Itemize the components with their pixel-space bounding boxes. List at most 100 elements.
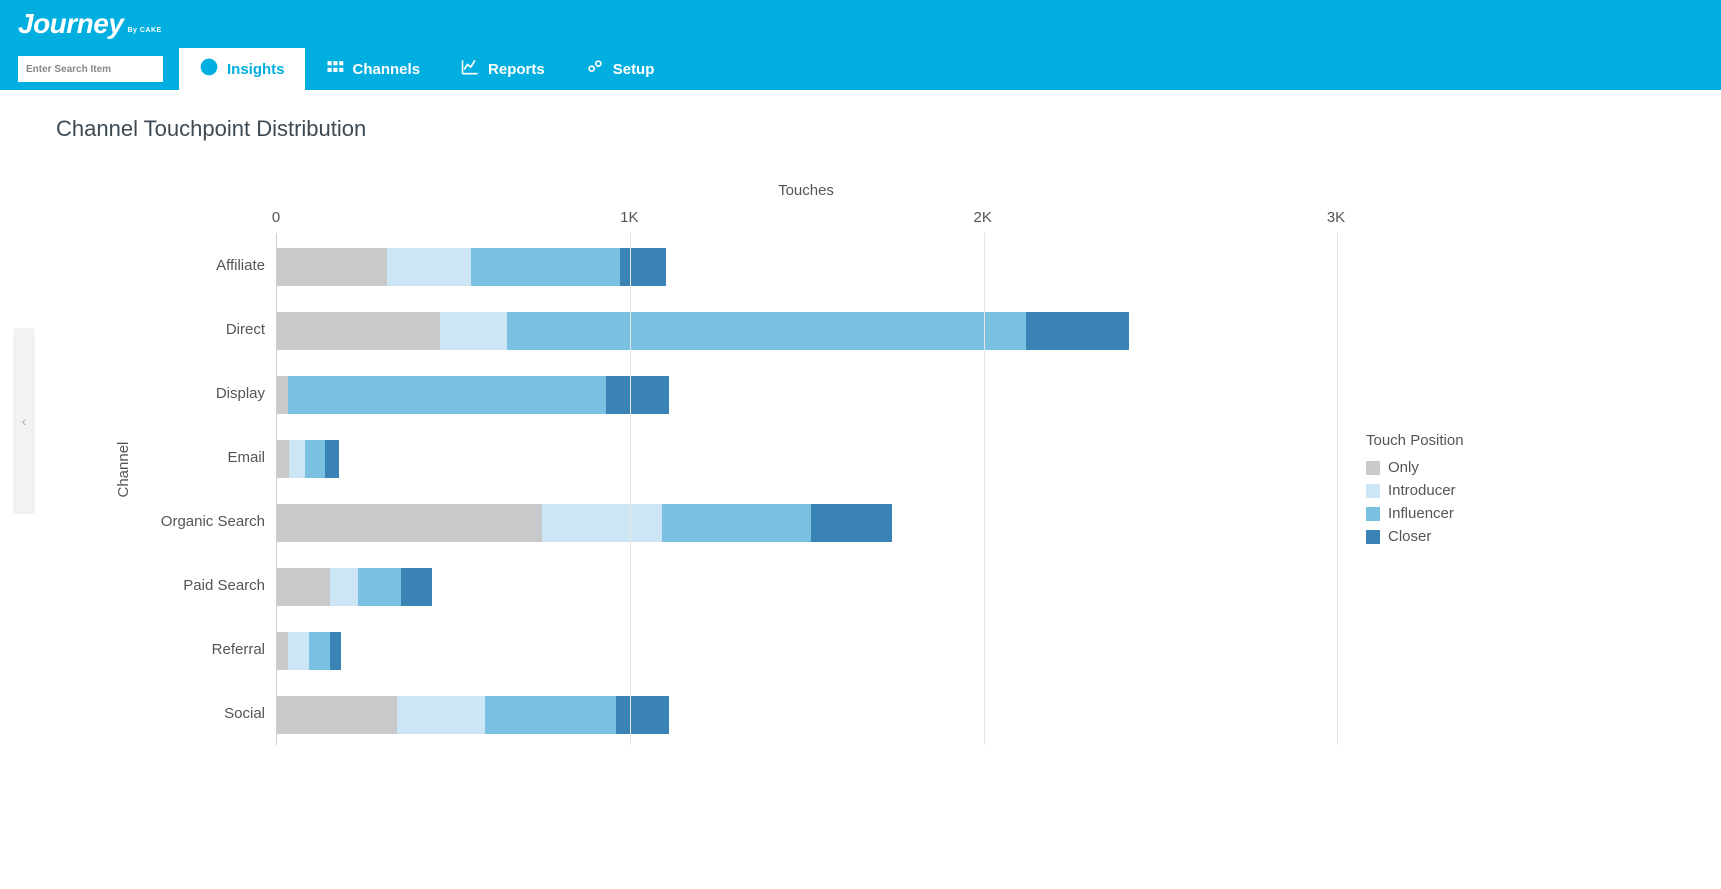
legend-swatch <box>1366 507 1380 521</box>
y-axis-title: Channel <box>115 442 132 498</box>
chart-row: Organic Search <box>277 489 1336 553</box>
y-tick-label: Referral <box>212 641 265 658</box>
stacked-bar <box>277 248 666 286</box>
bar-segment-closer[interactable] <box>1026 312 1128 350</box>
legend-title: Touch Position <box>1366 432 1464 449</box>
gridline <box>630 233 631 745</box>
bar-segment-only[interactable] <box>277 440 289 478</box>
bar-segment-introducer[interactable] <box>288 632 309 670</box>
bar-segment-influencer[interactable] <box>662 504 810 542</box>
globe-icon <box>199 57 219 81</box>
chart-row: Direct <box>277 297 1336 361</box>
y-tick-label: Direct <box>226 321 265 338</box>
tab-label: Channels <box>353 61 421 78</box>
nav-bar: Insights Channels Reports <box>0 48 1721 90</box>
sidebar-collapse-handle[interactable]: ‹ <box>13 328 35 514</box>
tab-label: Setup <box>613 61 655 78</box>
gears-icon <box>585 57 605 81</box>
bar-segment-only[interactable] <box>277 504 542 542</box>
bar-segment-only[interactable] <box>277 568 330 606</box>
chart-container: Touches 01K2K3K Channel AffiliateDirectD… <box>56 182 1681 745</box>
stacked-bar <box>277 632 341 670</box>
y-tick-label: Affiliate <box>216 257 265 274</box>
grid-icon <box>325 57 345 81</box>
stacked-bar <box>277 696 669 734</box>
x-tick-label: 0 <box>272 209 280 226</box>
bar-segment-only[interactable] <box>277 696 397 734</box>
bar-segment-only[interactable] <box>277 248 387 286</box>
bar-segment-closer[interactable] <box>616 696 669 734</box>
chart-row: Referral <box>277 617 1336 681</box>
stacked-bar <box>277 312 1129 350</box>
bar-segment-only[interactable] <box>277 312 440 350</box>
bar-segment-closer[interactable] <box>620 248 666 286</box>
legend-label: Closer <box>1388 528 1431 545</box>
bar-segment-closer[interactable] <box>811 504 892 542</box>
bar-segment-influencer[interactable] <box>485 696 616 734</box>
x-tick-label: 3K <box>1327 209 1345 226</box>
chart-row: Email <box>277 425 1336 489</box>
legend-swatch <box>1366 461 1380 475</box>
bar-segment-introducer[interactable] <box>542 504 662 542</box>
bar-segment-introducer[interactable] <box>289 440 305 478</box>
nav-tabs: Insights Channels Reports <box>179 48 674 90</box>
bar-segment-influencer[interactable] <box>288 376 606 414</box>
x-axis-ticks: 01K2K3K <box>276 209 1336 233</box>
gridline <box>1337 233 1338 745</box>
bar-segment-closer[interactable] <box>330 632 341 670</box>
bar-segment-influencer[interactable] <box>305 440 324 478</box>
bar-segment-introducer[interactable] <box>330 568 358 606</box>
x-tick-label: 2K <box>973 209 991 226</box>
gridline <box>984 233 985 745</box>
chart-rows: AffiliateDirectDisplayEmailOrganic Searc… <box>277 233 1336 745</box>
legend-item-introducer[interactable]: Introducer <box>1366 482 1464 499</box>
legend-swatch <box>1366 484 1380 498</box>
page-title: Channel Touchpoint Distribution <box>56 116 1681 142</box>
legend-label: Only <box>1388 459 1419 476</box>
x-tick-label: 1K <box>620 209 638 226</box>
y-tick-label: Display <box>216 385 265 402</box>
bar-segment-influencer[interactable] <box>507 312 1026 350</box>
chart-row: Paid Search <box>277 553 1336 617</box>
chart-plot: Channel AffiliateDirectDisplayEmailOrgan… <box>276 233 1336 745</box>
legend-label: Influencer <box>1388 505 1454 522</box>
legend: Touch Position Only Introducer Influencer C… <box>1366 432 1464 551</box>
chart-row: Affiliate <box>277 233 1336 297</box>
bar-segment-only[interactable] <box>277 632 288 670</box>
tab-reports[interactable]: Reports <box>440 48 565 90</box>
search-input[interactable] <box>18 56 163 82</box>
bar-segment-introducer[interactable] <box>440 312 507 350</box>
bar-segment-closer[interactable] <box>401 568 433 606</box>
bar-segment-introducer[interactable] <box>387 248 472 286</box>
tab-label: Reports <box>488 61 545 78</box>
logo-main: Journey <box>18 8 123 40</box>
bar-segment-only[interactable] <box>277 376 288 414</box>
bar-segment-closer[interactable] <box>325 440 339 478</box>
bar-segment-influencer[interactable] <box>358 568 400 606</box>
chart-area: Touches 01K2K3K Channel AffiliateDirectD… <box>56 182 1336 745</box>
stacked-bar <box>277 504 892 542</box>
legend-item-influencer[interactable]: Influencer <box>1366 505 1464 522</box>
tab-setup[interactable]: Setup <box>565 48 675 90</box>
logo: Journey By CAKE <box>18 8 162 40</box>
logo-sub: By CAKE <box>127 27 161 34</box>
top-bar: Journey By CAKE <box>0 0 1721 48</box>
bar-segment-closer[interactable] <box>606 376 670 414</box>
content: ‹ Channel Touchpoint Distribution Touche… <box>0 90 1721 785</box>
stacked-bar <box>277 440 339 478</box>
legend-label: Introducer <box>1388 482 1456 499</box>
legend-item-closer[interactable]: Closer <box>1366 528 1464 545</box>
chart-row: Display <box>277 361 1336 425</box>
bar-segment-influencer[interactable] <box>471 248 619 286</box>
y-tick-label: Organic Search <box>161 513 265 530</box>
bar-segment-introducer[interactable] <box>397 696 485 734</box>
tab-channels[interactable]: Channels <box>305 48 441 90</box>
stacked-bar <box>277 376 669 414</box>
legend-item-only[interactable]: Only <box>1366 459 1464 476</box>
y-tick-label: Email <box>227 449 265 466</box>
line-chart-icon <box>460 57 480 81</box>
bar-segment-influencer[interactable] <box>309 632 330 670</box>
chevron-left-icon: ‹ <box>22 413 27 429</box>
y-tick-label: Paid Search <box>183 577 265 594</box>
tab-insights[interactable]: Insights <box>179 48 305 90</box>
